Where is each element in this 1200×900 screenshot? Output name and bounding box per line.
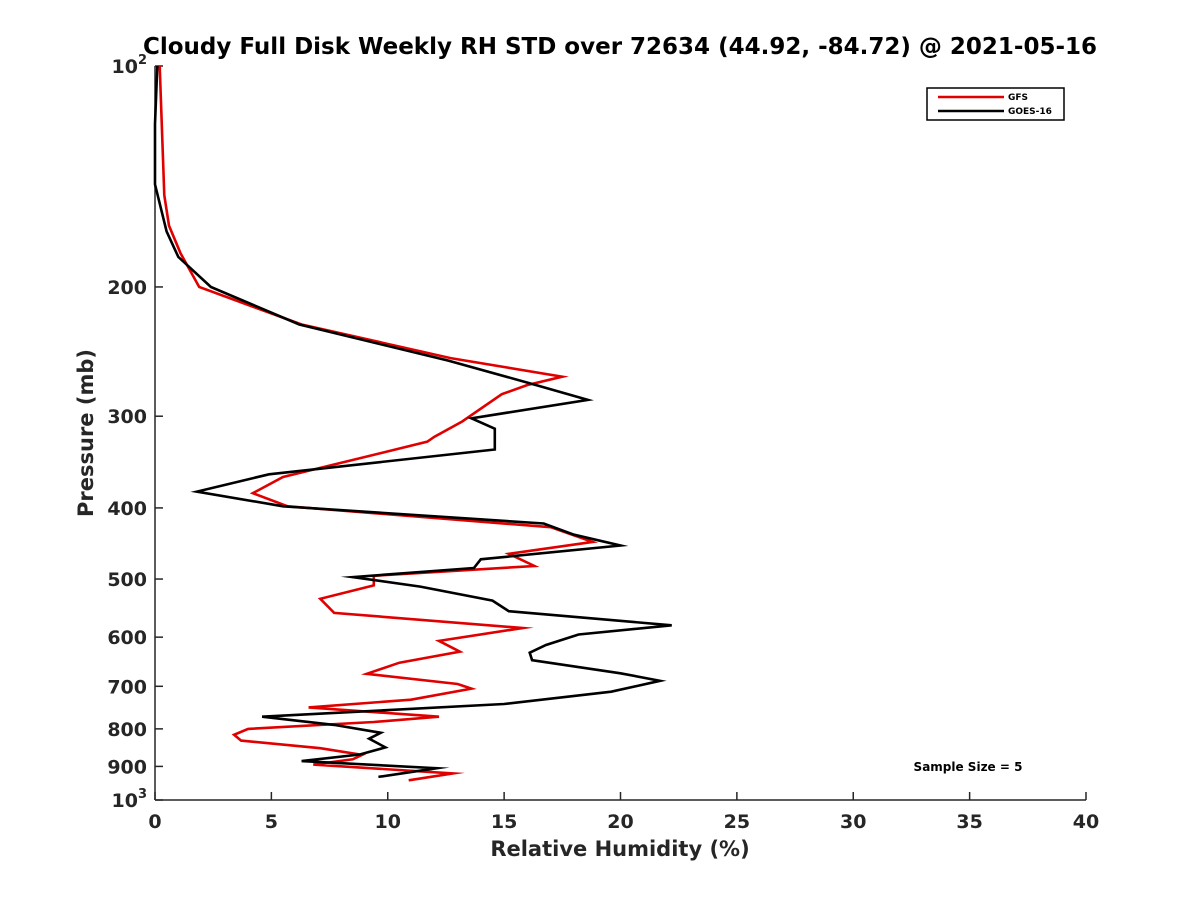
y-tick-label: 600 — [107, 627, 147, 649]
legend-label-goes16: GOES-16 — [1008, 107, 1052, 117]
series-line-goes16 — [153, 65, 672, 779]
legend-label-gfs: GFS — [1008, 93, 1028, 103]
legend-box — [926, 87, 1065, 121]
x-tick-label: 0 — [148, 811, 161, 833]
x-tick-label: 20 — [607, 811, 633, 833]
y-tick-label: 400 — [107, 498, 147, 520]
legend: GFS GOES-16 — [926, 87, 1065, 121]
y-tick-label: 200 — [107, 277, 147, 299]
y-tick-label-exponent: 3 — [138, 787, 147, 802]
x-axis-label: Relative Humidity (%) — [490, 837, 749, 861]
x-tick-label: 15 — [491, 811, 517, 833]
x-tick-label: 35 — [956, 811, 982, 833]
y-tick-label: 700 — [107, 676, 147, 698]
x-tick-label: 5 — [265, 811, 278, 833]
chart-title: Cloudy Full Disk Weekly RH STD over 7263… — [143, 34, 1097, 60]
x-tick-label: 10 — [375, 811, 401, 833]
y-tick-label-base: 10 — [112, 790, 138, 812]
y-tick-label: 900 — [107, 756, 147, 778]
series-line-gfs — [158, 65, 599, 782]
x-tick-label: 25 — [724, 811, 750, 833]
x-tick-label: 40 — [1073, 811, 1099, 833]
y-axis-label: Pressure (mb) — [74, 349, 98, 517]
y-tick-label: 800 — [107, 719, 147, 741]
y-tick-label-base: 10 — [112, 56, 138, 78]
y-tick-label-exponent: 2 — [138, 53, 147, 68]
y-tick-label: 300 — [107, 406, 147, 428]
y-tick-label: 102 — [112, 53, 148, 78]
y-tick-label: 500 — [107, 569, 147, 591]
axes: 0 5 10 15 20 25 30 35 40102200300400500600700800… — [107, 53, 1099, 833]
series-layer — [153, 65, 672, 782]
sample-size-annotation: Sample Size = 5 — [914, 760, 1023, 774]
x-tick-label: 30 — [840, 811, 866, 833]
y-tick-label: 103 — [112, 787, 148, 812]
